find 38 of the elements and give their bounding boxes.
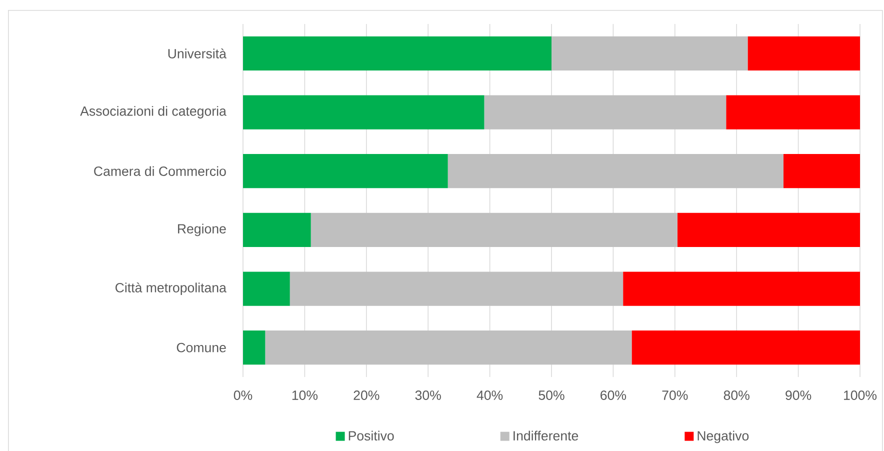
bar bbox=[552, 36, 748, 70]
bar bbox=[243, 212, 311, 247]
x-tick-label: 70% bbox=[662, 390, 688, 400]
x-tick-label: 60% bbox=[600, 390, 626, 400]
bar bbox=[243, 95, 484, 130]
bar bbox=[783, 154, 860, 188]
bar bbox=[726, 95, 860, 130]
y-tick-label: Città metropolitana bbox=[116, 282, 226, 296]
bar bbox=[484, 95, 726, 130]
x-tick-label: 80% bbox=[724, 390, 750, 400]
x-tick-label: 50% bbox=[538, 390, 564, 400]
x-tick-label: 40% bbox=[476, 390, 503, 400]
bar bbox=[623, 272, 860, 306]
x-tick-label: 10% bbox=[292, 390, 318, 400]
legend-label: Indifferente bbox=[514, 430, 578, 441]
legend-label: Positivo bbox=[348, 430, 394, 441]
bar bbox=[265, 330, 632, 365]
y-tick-label: Regione bbox=[178, 224, 226, 236]
y-tick-label: Camera di Commercio bbox=[94, 166, 226, 176]
bar bbox=[243, 36, 552, 70]
bar bbox=[243, 330, 266, 365]
x-tick-label: 30% bbox=[415, 390, 441, 400]
bar bbox=[677, 212, 860, 247]
bar bbox=[243, 272, 290, 306]
bar bbox=[448, 154, 784, 188]
bar bbox=[243, 154, 448, 188]
x-tick-label: 20% bbox=[354, 390, 380, 400]
x-tick-label: 0% bbox=[234, 390, 252, 400]
y-tick-label: Associazioni di categoria bbox=[80, 106, 226, 118]
y-tick-label: Università bbox=[168, 48, 226, 58]
x-tick-label: 100% bbox=[844, 390, 877, 400]
y-tick-label: Comune bbox=[176, 342, 226, 352]
bar bbox=[290, 272, 624, 306]
bar bbox=[310, 212, 678, 247]
x-tick-label: 90% bbox=[786, 390, 812, 400]
legend-label: Negativo bbox=[698, 430, 749, 444]
bar bbox=[748, 36, 860, 70]
bar bbox=[632, 330, 860, 365]
